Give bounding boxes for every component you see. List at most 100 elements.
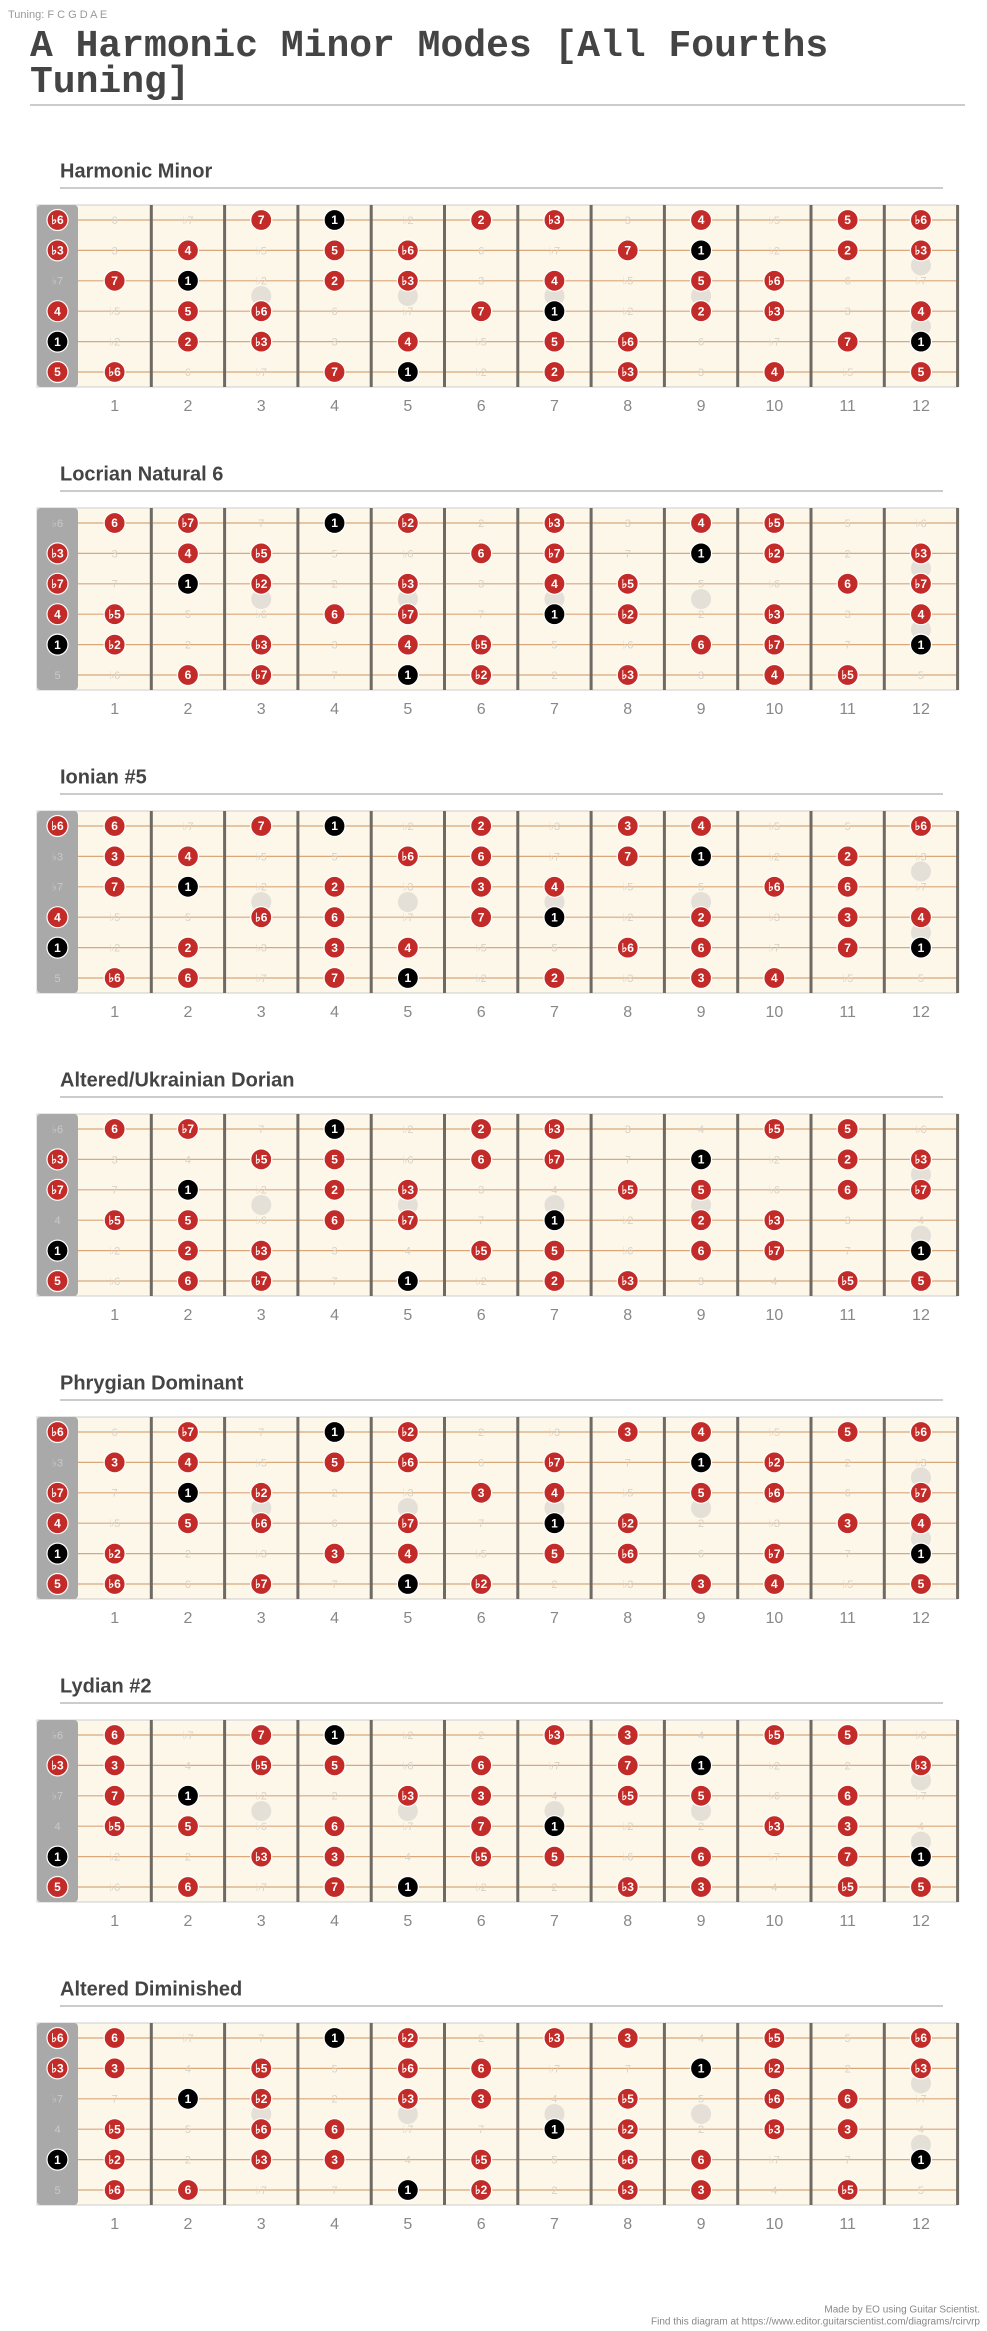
- interval-label: 5: [698, 1486, 705, 1500]
- interval-label-faded: ♭3: [622, 973, 633, 985]
- interval-label: ♭3: [402, 1789, 415, 1803]
- inlay: [251, 1195, 272, 1215]
- root-dot: [909, 2148, 933, 2171]
- interval-label-faded: 3: [331, 640, 337, 652]
- interval-label-faded: 4: [54, 2124, 60, 2136]
- interval-label-faded: ♭7: [402, 2124, 413, 2136]
- root-dot: [689, 542, 713, 565]
- fret-number: 12: [912, 1610, 930, 1627]
- interval-label-faded: ♭7: [549, 851, 560, 863]
- scale-dot: [176, 966, 200, 990]
- fret-number: 1: [110, 398, 119, 415]
- interval-label: ♭7: [768, 1244, 781, 1258]
- interval-label: 2: [551, 971, 558, 985]
- scale-dot: [176, 511, 200, 535]
- scale-dot: [616, 1875, 639, 1899]
- fretboard: [36, 810, 959, 994]
- interval-label: ♭7: [915, 1486, 928, 1500]
- interval-label: ♭5: [108, 1213, 121, 1227]
- scale-dot: [396, 2026, 419, 2050]
- fret-number: 8: [623, 1913, 632, 1930]
- interval-label-faded: ♭3: [256, 943, 267, 955]
- interval-label: 5: [185, 1213, 192, 1227]
- root-dot: [689, 845, 713, 868]
- interval-label: 4: [185, 244, 192, 258]
- interval-label: 1: [185, 577, 192, 591]
- title: A Harmonic Minor Modes [All Fourths Tunin…: [30, 25, 828, 104]
- interval-label: ♭7: [182, 516, 195, 530]
- root-dot: [46, 633, 69, 656]
- interval-label-faded: ♭3: [915, 851, 926, 863]
- interval-label-faded: ♭2: [769, 851, 780, 863]
- interval-label: 3: [111, 850, 118, 864]
- scale-dot: [543, 1542, 566, 1565]
- nut: [37, 811, 78, 993]
- interval-label: ♭2: [768, 547, 781, 561]
- interval-label-faded: 6: [112, 215, 118, 227]
- interval-label: 1: [918, 2153, 925, 2167]
- scale-dot: [103, 875, 126, 898]
- fret-number: 5: [403, 1307, 412, 1324]
- scale-dot: [689, 1845, 713, 1868]
- interval-label-faded: ♭7: [915, 1791, 926, 1803]
- nut: [37, 1720, 78, 1902]
- interval-label-faded: ♭3: [52, 851, 63, 863]
- interval-label-faded: ♭7: [182, 215, 193, 227]
- interval-label: 1: [405, 1274, 412, 1288]
- interval-label: 7: [478, 1819, 485, 1833]
- fret-number: 11: [839, 1610, 856, 1627]
- scale-dot: [250, 330, 273, 353]
- interval-label-faded: 3: [112, 245, 118, 257]
- fret-number: 9: [697, 398, 706, 415]
- interval-label: 6: [185, 1880, 192, 1894]
- fret-number: 5: [403, 1004, 412, 1021]
- interval-label-faded: 5: [54, 973, 60, 985]
- interval-label: 3: [111, 1456, 118, 1470]
- root-dot: [689, 1451, 713, 1474]
- fret-number: 2: [183, 398, 192, 415]
- interval-label: ♭5: [622, 1183, 635, 1197]
- interval-label: 3: [111, 1759, 118, 1773]
- interval-label-faded: ♭7: [769, 337, 780, 349]
- interval-label: ♭6: [915, 2031, 928, 2045]
- interval-label: 3: [698, 971, 705, 985]
- inlay: [397, 1801, 418, 1821]
- scale-dot: [689, 1481, 713, 1504]
- fret-number: 6: [477, 1610, 486, 1627]
- inlay: [910, 1164, 931, 1185]
- fret-number: 2: [183, 2216, 192, 2233]
- interval-label-faded: 3: [625, 518, 631, 530]
- root-dot: [689, 2057, 713, 2080]
- interval-label: 3: [624, 1425, 631, 1439]
- scale-dot: [176, 1269, 200, 1293]
- interval-label-faded: ♭2: [402, 1730, 413, 1742]
- scale-dot: [323, 1542, 346, 1565]
- interval-label: ♭5: [475, 2153, 488, 2167]
- interval-label: 1: [551, 910, 558, 924]
- scale-dot: [616, 1542, 639, 1565]
- scale-dot: [46, 2026, 69, 2050]
- interval-label-faded: ♭2: [109, 943, 120, 955]
- scale-dot: [250, 1481, 273, 1504]
- fret-number: 1: [110, 1913, 119, 1930]
- interval-label: 2: [551, 1274, 558, 1288]
- scale-dot: [396, 269, 419, 292]
- interval-label-faded: ♭6: [52, 1124, 63, 1136]
- interval-label-faded: ♭6: [622, 1246, 633, 1258]
- interval-label: 1: [54, 638, 61, 652]
- fret-number: 11: [839, 1307, 856, 1324]
- interval-label-faded: ♭6: [769, 579, 780, 591]
- interval-label-faded: 2: [551, 670, 557, 682]
- fret-number: 5: [403, 398, 412, 415]
- interval-label-faded: ♭2: [109, 1852, 120, 1864]
- interval-label: 1: [54, 2153, 61, 2167]
- interval-label-faded: 5: [845, 821, 851, 833]
- interval-label: 6: [844, 2092, 851, 2106]
- interval-label: 4: [918, 910, 925, 924]
- interval-label: ♭3: [255, 1850, 268, 1864]
- scale-dot: [909, 1269, 933, 1293]
- scale-dot: [46, 1512, 69, 1535]
- scale-dot: [396, 330, 419, 353]
- interval-label: 1: [918, 1244, 925, 1258]
- scale-dot: [616, 1784, 639, 1807]
